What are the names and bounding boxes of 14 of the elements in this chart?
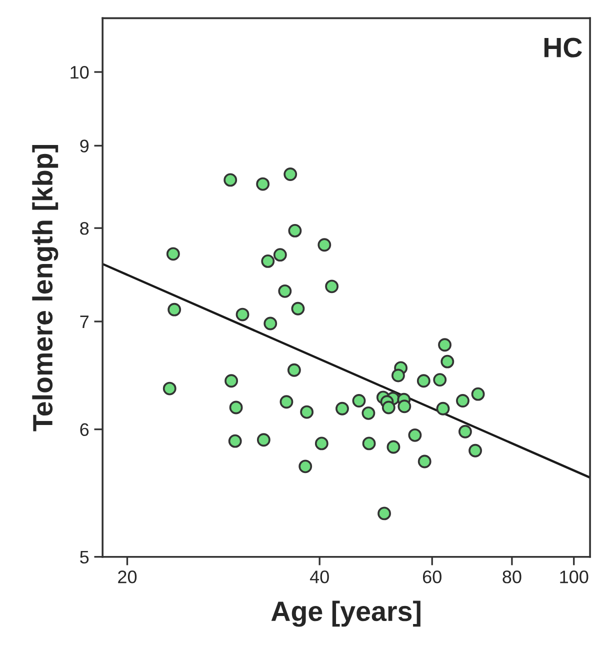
x-tick-label: 20: [118, 570, 137, 584]
y-tick-label: 10: [70, 66, 89, 79]
x-tick-label: 100: [560, 570, 588, 584]
y-axis-title: Telomere length [kbp]: [32, 145, 58, 432]
x-tick-label: 80: [502, 570, 522, 584]
y-tick-label: 9: [80, 140, 89, 152]
x-axis-title: Age [years]: [271, 600, 420, 627]
annotation: HC: [544, 38, 582, 58]
y-tick-label: 5: [80, 550, 89, 564]
x-tick-label: 40: [310, 570, 329, 584]
x-tick-label: 60: [422, 570, 442, 584]
y-tick-label: 8: [80, 222, 89, 235]
y-tick-label: 7: [80, 316, 88, 328]
y-tick-label: 6: [80, 423, 89, 436]
